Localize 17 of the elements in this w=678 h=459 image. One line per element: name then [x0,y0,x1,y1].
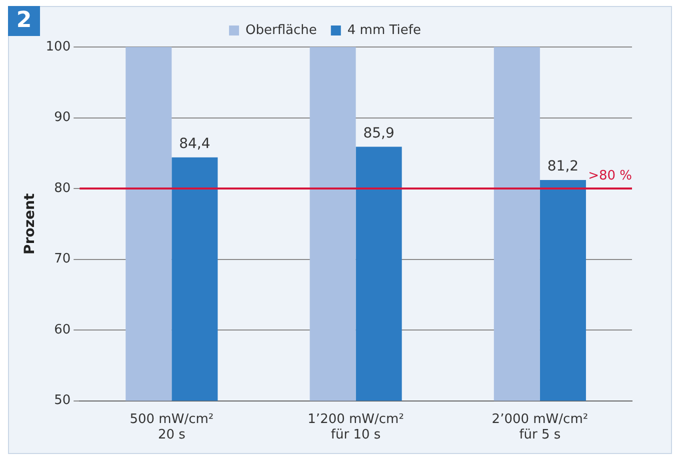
data-label: 84,4 [179,136,210,152]
y-tick-label: 50 [54,393,71,408]
x-tick-label: 500 mW/cm² 20 s [130,412,214,443]
y-tick-label: 90 [54,110,71,126]
x-tick-label: 1’200 mW/cm² für 10 s [308,412,404,443]
y-axis-title: Prozent [22,193,38,254]
x-tick-label: 2’000 mW/cm² für 5 s [492,412,588,443]
y-tick-label: 80 [54,180,71,196]
y-tick-label: 100 [46,39,71,54]
y-tick-label: 60 [54,322,71,338]
legend-label: 4 mm Tiefe [347,22,421,38]
y-tick-label: 70 [54,252,71,267]
ref-line-label: >80 % [588,168,632,184]
text: 2 [8,6,40,36]
legend-label: Oberfläche [246,22,317,38]
data-label: 85,9 [363,125,394,142]
data-label: 81,2 [547,158,579,175]
